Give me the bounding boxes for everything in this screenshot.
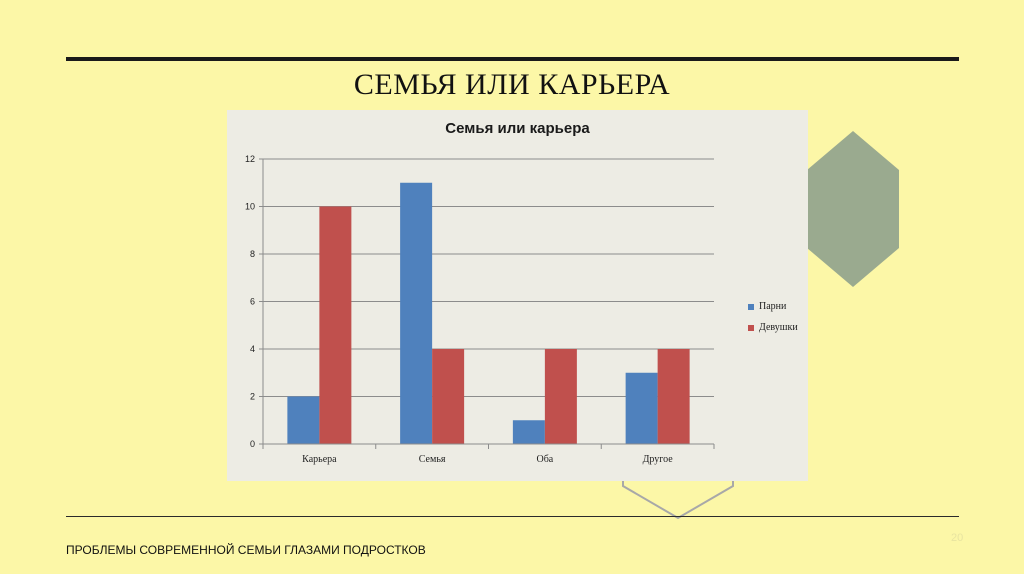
slide-number: 20 [951,532,964,544]
bar-Девушки-Карьера [319,206,352,444]
legend-swatch-devushki [748,324,754,331]
bar-Парни-Карьера [287,396,320,444]
slide-footer: ПРОБЛЕМЫ СОВРЕМЕННОЙ СЕМЬИ ГЛАЗАМИ ПОДРО… [66,543,426,557]
y-tick-label: 10 [245,202,255,212]
bar-Парни-Оба [512,420,545,444]
chart-area: Семья или карьера 0 2 4 6 8 10 12 Карьера Семья О… [227,110,808,481]
y-tick-label: 6 [250,297,255,307]
bar-Парни-Семья [400,182,433,444]
bracket-connector [622,478,734,520]
slide-title: СЕМЬЯ ИЛИ КАРЬЕРА [353,68,671,101]
legend-item-devushki: Девушки [748,317,798,338]
chart-title: Семья или карьера [445,120,590,137]
legend-swatch-parni [748,303,754,310]
y-tick-label: 8 [250,249,255,259]
y-tick-label: 4 [250,344,255,354]
y-tick-label: 12 [245,154,255,164]
x-tick-label: Карьера [302,454,337,465]
y-tick-label: 0 [250,439,255,449]
legend-item-parni: Парни [748,296,798,317]
hexagon-decoration [807,131,899,287]
x-tick-label: Другое [643,454,674,465]
chart-legend: Парни Девушки [748,296,798,338]
bar-Девушки-Оба [544,349,577,444]
top-divider-line [66,57,959,61]
legend-label-devushki: Девушки [759,322,798,333]
x-tick-label: Семья [419,454,446,465]
x-tick-label: Оба [537,454,554,465]
bottom-divider-line [66,516,959,517]
bar-chart: 0 2 4 6 8 10 12 Карьера Семья Оба Другое [245,154,715,465]
bar-Девушки-Другое [657,349,690,444]
legend-label-parni: Парни [759,301,787,312]
y-tick-label: 2 [250,392,255,402]
bar-Девушки-Семья [432,349,465,444]
bar-Парни-Другое [625,372,658,444]
